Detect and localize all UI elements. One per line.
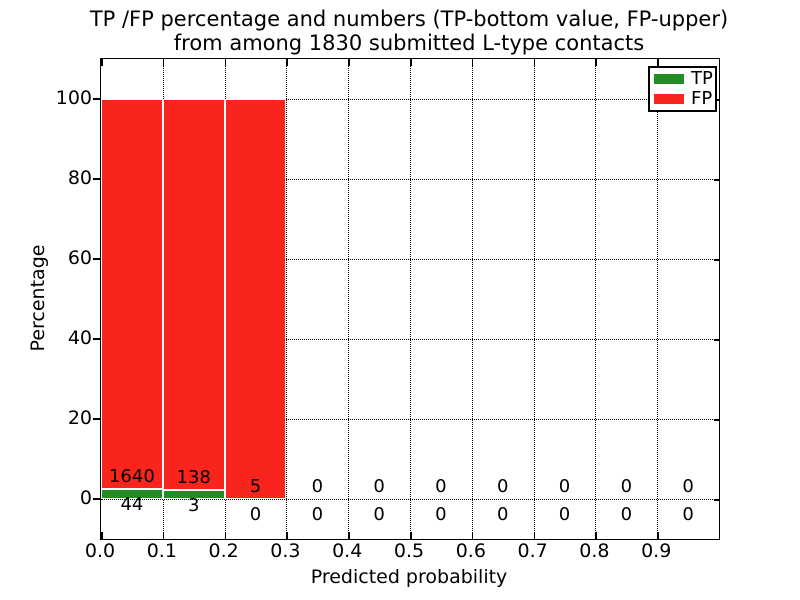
x-tick-bottom: [471, 532, 474, 539]
tp-count-label: 0: [496, 504, 509, 525]
x-tick-top: [101, 59, 103, 66]
tp-count-label: 0: [249, 504, 262, 525]
y-tick-left: [93, 338, 100, 340]
title-line-2: from among 1830 submitted L-type contact…: [173, 31, 645, 55]
y-tick-left: [93, 258, 100, 260]
x-tick-bottom: [410, 532, 412, 539]
y-tick-label: 20: [67, 407, 92, 429]
legend-item: TP: [654, 68, 713, 90]
x-tick-top: [162, 59, 165, 66]
x-tick-bottom: [162, 532, 165, 539]
fp-legend-swatch: [654, 93, 684, 104]
x-tick-top: [410, 59, 412, 66]
x-tick-top: [471, 59, 474, 66]
fp-count-label: 0: [311, 476, 324, 497]
tp-legend-swatch: [654, 74, 684, 85]
x-tick-top: [533, 59, 536, 66]
gridline-vertical: [533, 59, 535, 539]
x-tick-top: [348, 59, 350, 66]
fp-count-label: 138: [176, 467, 211, 489]
x-tick-top: [657, 59, 659, 66]
gridline-vertical: [348, 59, 350, 539]
y-tick-left: [93, 418, 100, 420]
tp-count-label: 44: [120, 493, 144, 515]
legend: TP FP: [648, 66, 717, 112]
y-tick-label: 100: [55, 87, 92, 109]
y-tick-left: [93, 498, 100, 500]
gridline-vertical: [595, 59, 597, 539]
gridline-vertical: [286, 59, 288, 539]
bar-tp-segment: [162, 490, 225, 499]
y-tick-left: [93, 98, 100, 100]
legend-label: FP: [691, 87, 713, 109]
x-tick-top: [286, 59, 288, 66]
title-line-1: TP /FP percentage and numbers (TP-bottom…: [89, 7, 729, 31]
x-tick-label: 0.5: [393, 540, 425, 562]
fp-count-label: 0: [558, 476, 571, 497]
x-tick-label: 0.8: [579, 540, 610, 562]
x-tick-label: 0.1: [146, 540, 177, 562]
y-tick-label: 40: [67, 327, 92, 349]
x-tick-label: 0.4: [332, 540, 363, 562]
y-tick-left: [93, 178, 100, 180]
x-tick-bottom: [533, 532, 536, 539]
plot-area: 1640 44 138 3 5 0 0 0 0 0 0 0 0 0 0 0 0 0 0 0: [100, 58, 720, 540]
x-tick-label: 0.3: [270, 540, 301, 562]
tp-count-label: 0: [558, 504, 571, 525]
fp-count-label: 0: [682, 476, 694, 497]
legend-item: FP: [654, 87, 713, 109]
fp-count-label: 5: [249, 476, 262, 497]
y-tick-label: 80: [67, 167, 92, 189]
gridline-vertical: [410, 59, 411, 539]
x-tick-top: [595, 59, 597, 66]
tp-count-label: 0: [435, 504, 447, 525]
x-tick-label: 0.0: [84, 540, 116, 562]
tp-count-label: 0: [682, 504, 694, 525]
x-tick-bottom: [101, 532, 103, 539]
fp-count-label: 0: [435, 476, 447, 497]
x-tick-bottom: [657, 532, 659, 539]
bar-fp-segment: [162, 99, 225, 491]
x-axis-label: Predicted probability: [310, 566, 508, 588]
bar-fp-segment: [101, 99, 163, 489]
x-tick-label: 0.7: [517, 540, 548, 562]
tp-count-label: 3: [187, 495, 200, 517]
x-tick-bottom: [224, 532, 227, 539]
bar-tp-segment: [101, 488, 163, 499]
chart-title: TP /FP percentage and numbers (TP-bottom…: [90, 7, 728, 55]
fp-count-label: 0: [620, 476, 633, 497]
gridline-vertical: [471, 59, 473, 539]
gridline-vertical: [657, 59, 659, 539]
tp-count-label: 0: [311, 504, 324, 525]
fp-count-label: 0: [373, 476, 385, 497]
y-tick-label: 60: [67, 247, 92, 269]
x-tick-bottom: [595, 532, 597, 539]
y-tick-label: 0: [79, 487, 92, 509]
y-tick-right: [714, 179, 719, 181]
x-tick-bottom: [348, 532, 350, 539]
x-tick-top: [224, 59, 227, 66]
fp-count-label: 1640: [108, 465, 155, 487]
legend-label: TP: [691, 68, 713, 90]
y-tick-right: [714, 339, 719, 341]
x-tick-bottom: [286, 532, 288, 539]
y-tick-right: [714, 419, 719, 421]
tp-count-label: 0: [373, 504, 385, 525]
bar-fp-segment: [224, 99, 287, 499]
x-tick-label: 0.2: [208, 540, 239, 562]
x-tick-label: 0.6: [455, 540, 486, 562]
tp-count-label: 0: [620, 504, 633, 525]
fp-count-label: 0: [496, 476, 509, 497]
x-tick-label: 0.9: [641, 540, 672, 562]
y-tick-right: [714, 499, 719, 501]
y-tick-right: [714, 259, 719, 261]
